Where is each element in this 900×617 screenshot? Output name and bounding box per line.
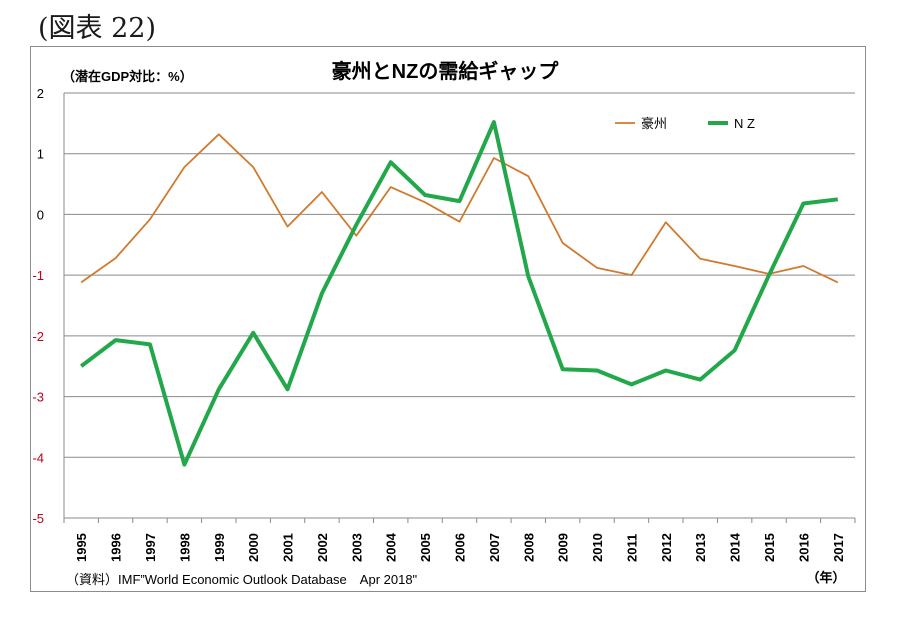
x-tick-label: 2012 [659, 533, 674, 562]
x-tick-label: 2004 [384, 532, 399, 562]
series-lines [79, 120, 839, 467]
x-tick-label: 2008 [521, 533, 536, 562]
x-axis-unit-label: （年） [806, 570, 845, 585]
series-line-nz [79, 120, 839, 467]
x-tick-label: 1996 [109, 533, 124, 562]
x-tick-label: 2010 [590, 533, 605, 562]
x-tick-label: 2003 [349, 533, 364, 562]
y-tick-label: -4 [32, 450, 44, 465]
x-tick-label: 1995 [74, 533, 89, 562]
x-tick-label: 2017 [831, 533, 846, 562]
legend-label: 豪州 [641, 116, 667, 131]
y-tick-label: 2 [37, 86, 44, 101]
y-tick-label: -5 [32, 511, 44, 526]
x-tick-label: 2015 [762, 533, 777, 562]
x-tick-label: 2013 [693, 533, 708, 562]
x-tick-label: 1999 [212, 533, 227, 562]
y-tick-label: 1 [37, 147, 44, 162]
series-line-australia [80, 133, 839, 284]
x-tick-label: 2000 [246, 533, 261, 562]
y-tick-label: 0 [37, 207, 44, 222]
figure-label: (図表 22) [38, 13, 157, 44]
y-tick-label: -1 [32, 268, 44, 283]
x-tick-label: 1998 [177, 533, 192, 562]
x-tick-label: 1997 [143, 533, 158, 562]
x-tick-labels: 1995 1996 1997 1998 1999 2000 2001 2002 2003 2004… [74, 532, 846, 562]
chart-frame [30, 46, 866, 592]
axes [63, 93, 856, 523]
y-tick-label: -3 [32, 390, 44, 405]
x-tick-label: 2001 [281, 533, 296, 562]
chart-title: 豪州とNZの需給ギャップ [332, 59, 560, 83]
y-axis-unit-label: （潜在GDP対比：%） [62, 69, 193, 84]
x-tick-label: 2014 [728, 532, 743, 562]
legend: 豪州 N Z [615, 116, 755, 131]
x-tick-label: 2006 [453, 533, 468, 562]
legend-label: N Z [734, 116, 755, 131]
y-tick-label: -2 [32, 329, 44, 344]
x-tick-label: 2005 [418, 533, 433, 562]
x-tick-label: 2002 [315, 533, 330, 562]
y-tick-labels: 2 1 0 -1 -2 -3 -4 -5 [32, 86, 44, 526]
grid-lines [64, 92, 855, 458]
x-tick-label: 2016 [796, 533, 811, 562]
source-note: （資料）IMF”World Economic Outlook Database … [66, 572, 418, 587]
x-tick-label: 2009 [556, 533, 571, 562]
x-tick-label: 2011 [624, 534, 639, 562]
x-tick-label: 2007 [487, 533, 502, 562]
